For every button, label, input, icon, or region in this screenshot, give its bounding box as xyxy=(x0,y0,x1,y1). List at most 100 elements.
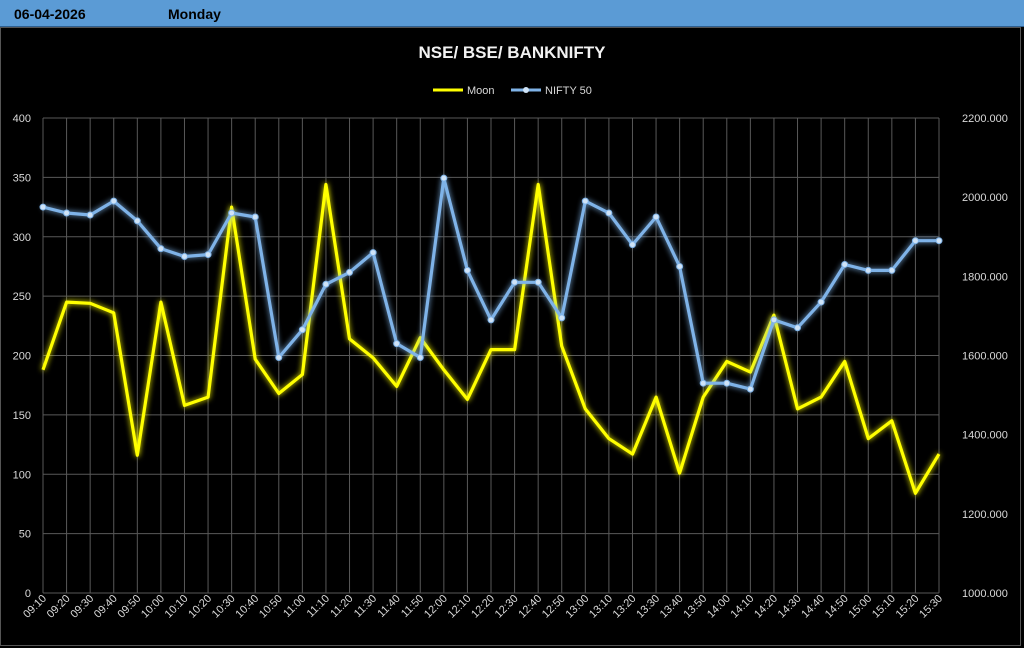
x-tick-label: 10:10 xyxy=(163,593,191,621)
x-tick-label: 14:00 xyxy=(705,593,733,621)
series-nifty-point xyxy=(534,278,542,286)
x-tick-label: 09:50 xyxy=(115,593,143,621)
x-tick-label: 13:20 xyxy=(611,593,639,621)
x-tick-label: 09:20 xyxy=(45,593,73,621)
x-tick-label: 10:00 xyxy=(139,593,167,621)
date-label: 06-04-2026 xyxy=(14,6,86,22)
x-tick-label: 11:30 xyxy=(352,593,379,620)
series-nifty-point xyxy=(676,262,684,270)
header-bar: 06-04-2026 Monday xyxy=(0,0,1024,27)
series-nifty-point xyxy=(463,266,471,274)
x-tick-label: 11:00 xyxy=(281,593,308,620)
chart-title: NSE/ BSE/ BANKNIFTY xyxy=(418,43,606,62)
series-nifty-point xyxy=(911,237,919,245)
x-tick-label: 10:40 xyxy=(233,593,261,621)
x-tick-label: 15:10 xyxy=(870,593,898,621)
left-tick-label: 0 xyxy=(25,588,31,600)
series-nifty-point xyxy=(180,253,188,261)
x-tick-label: 13:50 xyxy=(681,593,709,621)
right-tick-label: 1600.000 xyxy=(962,351,1008,363)
x-tick-label: 12:10 xyxy=(446,593,474,621)
x-tick-label: 13:40 xyxy=(658,593,686,621)
right-tick-label: 1200.000 xyxy=(962,509,1008,521)
right-tick-label: 1000.000 xyxy=(962,588,1008,600)
x-tick-label: 10:30 xyxy=(210,593,238,621)
series-nifty-point xyxy=(794,324,802,332)
x-tick-label: 15:00 xyxy=(846,593,874,621)
x-tick-label: 12:20 xyxy=(469,593,497,621)
series-nifty-point xyxy=(605,209,613,217)
x-tick-label: 11:20 xyxy=(328,593,355,620)
x-tick-label: 15:20 xyxy=(894,593,922,621)
x-tick-label: 13:10 xyxy=(587,593,615,621)
x-axis: 09:1009:2009:3009:4009:5010:0010:1010:20… xyxy=(21,593,945,621)
x-tick-label: 09:30 xyxy=(68,593,96,621)
series-nifty-point xyxy=(864,266,872,274)
series-nifty-point xyxy=(888,266,896,274)
left-tick-label: 250 xyxy=(13,291,31,303)
series-nifty-point xyxy=(86,211,94,219)
legend-nifty-marker xyxy=(523,87,529,93)
x-tick-label: 14:50 xyxy=(823,593,851,621)
series-nifty-point xyxy=(628,241,636,249)
series-nifty-point xyxy=(511,278,519,286)
chart-legend: Moon NIFTY 50 xyxy=(433,85,592,97)
left-tick-label: 400 xyxy=(13,113,31,125)
right-tick-label: 2200.000 xyxy=(962,113,1008,125)
right-axis: 1000.000 1200.000 1400.000 1600.000 1800.000… xyxy=(962,113,1008,600)
series-nifty-point xyxy=(110,197,118,205)
x-tick-label: 13:30 xyxy=(634,593,662,621)
x-tick-label: 09:40 xyxy=(92,593,120,621)
series-layer xyxy=(39,174,943,495)
series-nifty-point xyxy=(935,237,943,245)
x-tick-label: 11:10 xyxy=(305,593,332,620)
x-tick-label: 14:40 xyxy=(799,593,827,621)
series-nifty-point xyxy=(841,260,849,268)
series-nifty-point xyxy=(298,326,306,334)
right-tick-label: 1800.000 xyxy=(962,271,1008,283)
x-tick-label: 12:40 xyxy=(516,593,544,621)
series-nifty-point xyxy=(558,314,566,322)
left-tick-label: 100 xyxy=(13,469,31,481)
left-tick-label: 300 xyxy=(13,232,31,244)
series-nifty-point xyxy=(817,298,825,306)
left-tick-label: 200 xyxy=(13,351,31,363)
x-tick-label: 14:30 xyxy=(776,593,804,621)
series-nifty-point xyxy=(393,340,401,348)
series-nifty-point xyxy=(204,251,212,259)
series-moon-line xyxy=(41,182,941,495)
x-tick-label: 12:50 xyxy=(540,593,568,621)
series-nifty-point xyxy=(487,316,495,324)
left-tick-label: 150 xyxy=(13,410,31,422)
left-tick-label: 50 xyxy=(19,529,31,541)
right-tick-label: 2000.000 xyxy=(962,192,1008,204)
left-tick-label: 350 xyxy=(13,172,31,184)
x-tick-label: 14:10 xyxy=(729,593,757,621)
day-label: Monday xyxy=(168,6,221,22)
x-tick-label: 10:50 xyxy=(257,593,285,621)
chart-frame xyxy=(0,27,1021,646)
series-nifty-point xyxy=(699,379,707,387)
x-tick-label: 10:20 xyxy=(186,593,214,621)
series-nifty-point xyxy=(228,209,236,217)
series-nifty-point xyxy=(346,268,354,276)
series-nifty-point xyxy=(416,353,424,361)
series-nifty-point xyxy=(275,353,283,361)
series-nifty-point xyxy=(63,209,71,217)
series-nifty-point xyxy=(157,245,165,253)
series-nifty-point xyxy=(39,203,47,211)
x-tick-label: 11:50 xyxy=(399,593,426,620)
right-tick-label: 1400.000 xyxy=(962,430,1008,442)
series-nifty-point xyxy=(322,280,330,288)
series-nifty-point xyxy=(133,217,141,225)
x-tick-label: 13:00 xyxy=(563,593,591,621)
x-tick-label: 12:30 xyxy=(493,593,521,621)
x-tick-label: 15:30 xyxy=(917,593,945,621)
x-tick-label: 11:40 xyxy=(375,593,402,620)
series-nifty-point xyxy=(746,385,754,393)
series-nifty-point xyxy=(770,316,778,324)
x-tick-label: 12:00 xyxy=(422,593,450,621)
series-nifty-point xyxy=(652,213,660,221)
chart-grid xyxy=(42,117,940,594)
